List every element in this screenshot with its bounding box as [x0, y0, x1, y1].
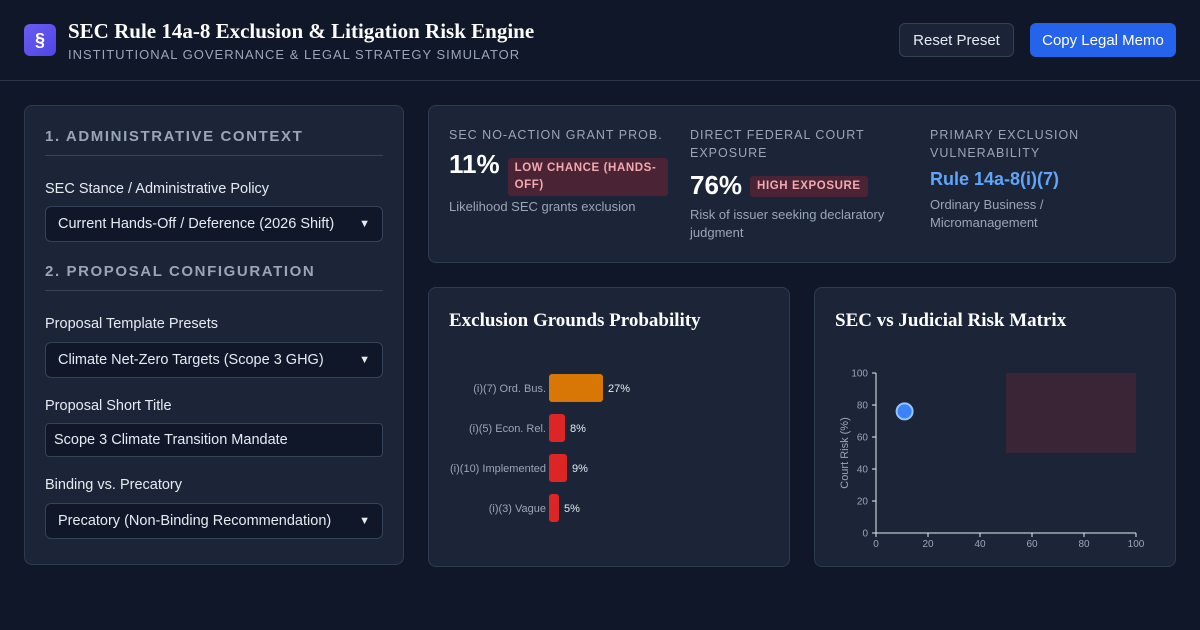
grant-probability-stat: SEC NO-ACTION GRANT PROB. 11% LOW CHANCE…	[449, 126, 679, 216]
grant-probability-badge: LOW CHANCE (HANDS-OFF)	[507, 158, 668, 196]
app-title: SEC Rule 14a-8 Exclusion & Litigation Ri…	[68, 19, 535, 43]
chevron-down-icon: ▼	[359, 515, 370, 527]
x-tick-label: 40	[974, 539, 986, 550]
court-exposure-label: DIRECT FEDERAL COURT EXPOSURE	[690, 128, 865, 160]
grant-probability-label: SEC NO-ACTION GRANT PROB.	[449, 128, 663, 142]
court-exposure-badge: HIGH EXPOSURE	[750, 176, 868, 197]
bar-value-label: 5%	[564, 503, 580, 515]
bar	[549, 374, 603, 402]
y-tick-label: 60	[857, 433, 869, 444]
court-exposure-value: 76%	[690, 170, 743, 200]
bar-chart-title: Exclusion Grounds Probability	[449, 310, 701, 331]
app-header: § SEC Rule 14a-8 Exclusion & Litigation …	[0, 0, 1200, 81]
short-title-input[interactable]: Scope 3 Climate Transition Mandate	[45, 423, 383, 457]
sec-stance-value: Current Hands-Off / Deference (2026 Shif…	[58, 216, 335, 232]
copy-legal-memo-button[interactable]: Copy Legal Memo	[1030, 23, 1176, 57]
binding-select[interactable]: Precatory (Non-Binding Recommendation) ▼	[45, 503, 383, 539]
chevron-down-icon: ▼	[359, 354, 370, 366]
x-tick-label: 80	[1078, 539, 1090, 550]
bar-value-label: 8%	[570, 423, 586, 435]
risk-summary-card: SEC NO-ACTION GRANT PROB. 11% LOW CHANCE…	[428, 105, 1176, 263]
bar-category-label: (i)(5) Econ. Rel.	[469, 423, 546, 435]
court-exposure-stat: DIRECT FEDERAL COURT EXPOSURE 76% HIGH E…	[690, 126, 918, 242]
binding-label: Binding vs. Precatory	[45, 477, 183, 493]
bar	[549, 454, 567, 482]
risk-point	[895, 402, 914, 421]
app-subtitle: INSTITUTIONAL GOVERNANCE & LEGAL STRATEG…	[68, 47, 521, 62]
sec-stance-select[interactable]: Current Hands-Off / Deference (2026 Shif…	[45, 206, 383, 242]
template-presets-value: Climate Net-Zero Targets (Scope 3 GHG)	[58, 352, 324, 368]
bar-category-label: (i)(3) Vague	[489, 503, 546, 515]
reset-preset-button[interactable]: Reset Preset	[899, 23, 1014, 57]
exclusion-vulnerability-desc: Ordinary Business / Micromanagement	[930, 197, 1044, 230]
section-proposal-configuration-heading: 2. PROPOSAL CONFIGURATION	[45, 263, 383, 291]
high-risk-zone	[1006, 373, 1136, 453]
short-title-label: Proposal Short Title	[45, 398, 172, 414]
section-sign-logo-icon: §	[24, 24, 56, 56]
exclusion-grounds-bar-chart: (i)(7) Ord. Bus. 27% (i)(5) Econ. Rel. 8% (i…	[450, 374, 630, 522]
bar-value-label: 9%	[572, 463, 588, 475]
template-presets-select[interactable]: Climate Net-Zero Targets (Scope 3 GHG) ▼	[45, 342, 383, 378]
y-tick-label: 80	[857, 401, 869, 412]
y-axis-label: Court Risk (%)	[839, 417, 851, 489]
x-tick-label: 20	[922, 539, 934, 550]
bar	[549, 494, 559, 522]
binding-value: Precatory (Non-Binding Recommendation)	[58, 513, 332, 529]
x-tick-label: 0	[873, 539, 879, 550]
risk-matrix-scatter-chart: 0 20 40 60 80 100 0 20 40 60 80 100 Court Risk (%)	[839, 369, 1145, 551]
grant-probability-value: 11%	[449, 149, 500, 179]
y-tick-label: 100	[851, 369, 868, 380]
exclusion-vulnerability-label: PRIMARY EXCLUSION VULNERABILITY	[930, 128, 1080, 160]
y-tick-label: 40	[857, 465, 869, 476]
grant-probability-desc: Likelihood SEC grants exclusion	[449, 199, 636, 214]
bar-category-label: (i)(7) Ord. Bus.	[473, 383, 546, 395]
risk-matrix-chart-card: SEC vs Judicial Risk Matrix 0 20 40 60 80 100…	[814, 287, 1176, 567]
exclusion-vulnerability-stat: PRIMARY EXCLUSION VULNERABILITY Rule 14a…	[930, 126, 1130, 232]
bar	[549, 414, 565, 442]
court-exposure-desc: Risk of issuer seeking declaratory judgm…	[690, 207, 885, 240]
chevron-down-icon: ▼	[359, 218, 370, 230]
bar-value-label: 27%	[608, 383, 630, 395]
scatter-chart-title: SEC vs Judicial Risk Matrix	[835, 310, 1067, 331]
y-tick-label: 20	[857, 497, 869, 508]
section-administrative-context-heading: 1. ADMINISTRATIVE CONTEXT	[45, 128, 383, 156]
x-tick-label: 100	[1128, 539, 1145, 550]
configuration-panel: 1. ADMINISTRATIVE CONTEXT SEC Stance / A…	[24, 105, 404, 565]
sec-stance-label: SEC Stance / Administrative Policy	[45, 181, 270, 197]
y-tick-label: 0	[862, 529, 868, 540]
exclusion-vulnerability-value: Rule 14a-8(i)(7)	[930, 169, 1060, 189]
x-tick-label: 60	[1026, 539, 1038, 550]
template-presets-label: Proposal Template Presets	[45, 316, 219, 332]
bar-category-label: (i)(10) Implemented	[450, 463, 546, 475]
exclusion-grounds-chart-card: Exclusion Grounds Probability (i)(7) Ord…	[428, 287, 790, 567]
